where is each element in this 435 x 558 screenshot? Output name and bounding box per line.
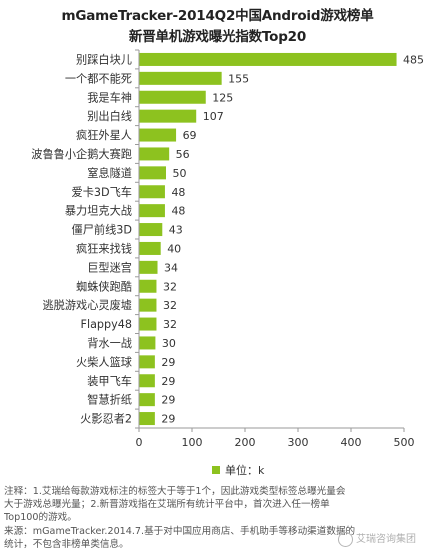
footnote-line: 统计，不包含非榜单类信息。	[4, 538, 129, 550]
category-label: 巨型迷宫	[87, 260, 132, 274]
bar	[139, 166, 166, 180]
bar	[139, 374, 155, 388]
bar	[139, 279, 157, 293]
category-label: 火柴人篮球	[76, 355, 132, 369]
legend: 单位：k	[212, 462, 264, 478]
data-label: 50	[173, 167, 187, 180]
data-label: 56	[176, 148, 190, 161]
bar	[139, 185, 165, 199]
data-label: 48	[171, 205, 185, 218]
category-label: 装甲飞车	[87, 374, 132, 388]
bar	[139, 71, 222, 85]
category-label: 别出白线	[87, 109, 132, 123]
data-label: 69	[183, 129, 197, 142]
category-label: 火影忍者2	[80, 413, 132, 426]
data-label: 125	[212, 91, 233, 104]
bar	[139, 52, 397, 66]
category-label: 蜘蛛侠跑酷	[76, 279, 132, 293]
footnote-line: 来源：mGameTracker.2014.7.基于对中国应用商店、手机助手等移动…	[4, 525, 356, 537]
bar	[139, 223, 163, 237]
data-label: 155	[228, 72, 249, 85]
data-label: 29	[161, 375, 175, 388]
data-label: 32	[163, 318, 177, 331]
data-label: 107	[203, 110, 224, 123]
bar	[139, 241, 161, 255]
category-label: 逃脱游戏心灵废墟	[42, 298, 132, 312]
x-tick-label: 500	[394, 436, 415, 449]
bar	[139, 317, 157, 331]
data-label: 485	[403, 53, 424, 66]
bar	[139, 109, 197, 123]
watermark: 艾瑞咨询集团	[338, 530, 416, 547]
watermark-logo-icon	[338, 531, 353, 547]
category-label: 僵尸前线3D	[72, 223, 132, 237]
bar	[139, 393, 155, 407]
legend-swatch	[212, 466, 220, 474]
category-label: 智慧折纸	[87, 393, 132, 407]
category-label: 一个都不能死	[65, 71, 132, 85]
x-tick-label: 100	[182, 436, 203, 449]
bar	[139, 204, 165, 218]
x-tick-label: 400	[341, 436, 362, 449]
bar	[139, 355, 155, 369]
watermark-text: 艾瑞咨询集团	[356, 534, 416, 545]
footnotes: 注释：1.艾瑞给每款游戏标注的标签大于等于1个，因此游戏类型标签总曝光量会 大于…	[4, 485, 432, 551]
category-label: 疯狂来找钱	[76, 241, 132, 255]
data-label: 30	[162, 337, 176, 350]
data-label: 29	[161, 356, 175, 369]
footnote-line: Top100的游戏。	[4, 512, 77, 524]
category-label: 暴力坦克大战	[65, 204, 132, 218]
bar	[139, 147, 170, 161]
chart-title-line1: mGameTracker-2014Q2中国Android游戏榜单	[61, 8, 374, 24]
bar	[139, 298, 157, 312]
legend-unit-label: 单位：k	[225, 464, 265, 477]
data-label: 29	[161, 413, 175, 426]
bar	[139, 260, 158, 274]
x-tick-label: 0	[136, 436, 143, 449]
category-label: 背水一战	[87, 336, 132, 350]
bar	[139, 336, 156, 350]
data-label: 40	[167, 242, 181, 255]
bar	[139, 128, 177, 142]
category-label: 爱卡3D飞车	[72, 185, 132, 199]
category-label: 波鲁鲁小企鹅大赛跑	[31, 147, 132, 161]
data-label: 32	[163, 299, 177, 312]
category-label: 我是车神	[87, 90, 132, 104]
data-label: 32	[163, 280, 177, 293]
footnote-line: 大于游戏总曝光量；2.新晋游戏指在艾瑞所有统计平台中，首次进入任一榜单	[4, 499, 330, 511]
category-label: 疯狂外星人	[76, 128, 132, 142]
bar	[139, 412, 155, 426]
data-label: 48	[171, 186, 185, 199]
chart-title-line2: 新晋单机游戏曝光指数Top20	[128, 29, 307, 45]
category-label: 窒息隧道	[87, 166, 132, 180]
footnote-line: 注释：1.艾瑞给每款游戏标注的标签大于等于1个，因此游戏类型标签总曝光量会	[4, 486, 346, 497]
x-tick-label: 300	[288, 436, 309, 449]
data-label: 29	[161, 394, 175, 407]
category-label: 别踩白块儿	[76, 52, 132, 66]
data-label: 34	[164, 261, 178, 274]
category-label: Flappy48	[81, 318, 132, 331]
x-tick-label: 200	[235, 436, 256, 449]
bar	[139, 90, 206, 104]
bar-chart: 别踩白块儿 485 一个都不能死 155 我是车神 125 别出白线 107 疯狂外星人 69 波鲁…	[31, 49, 424, 449]
data-label: 43	[169, 224, 183, 237]
